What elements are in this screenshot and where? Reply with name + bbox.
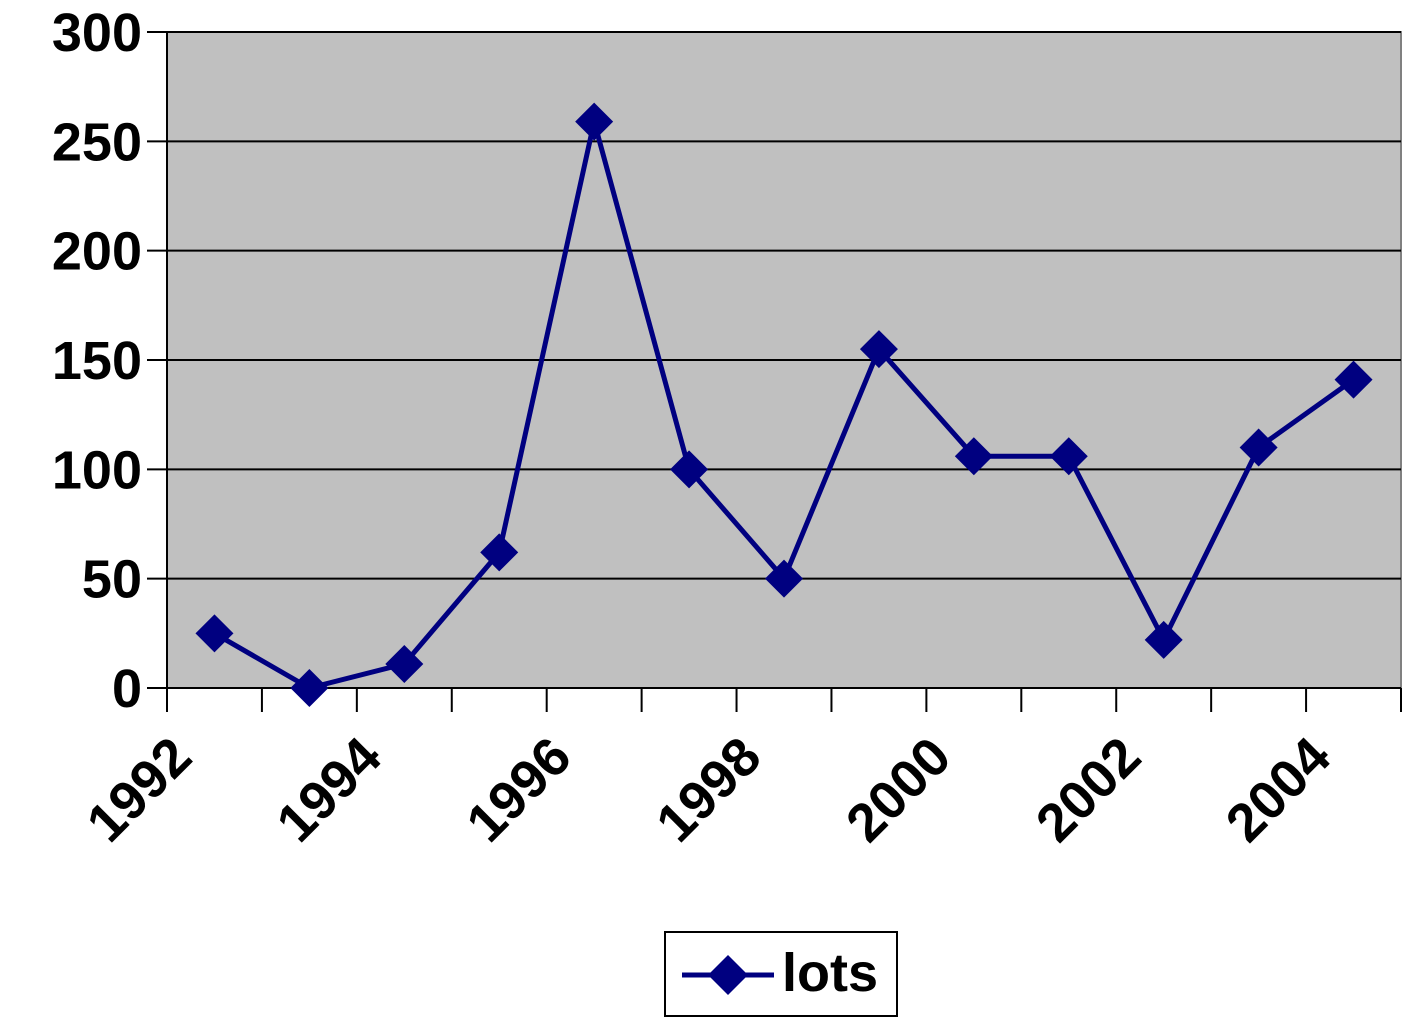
axes [147, 31, 1402, 712]
data-point [195, 614, 234, 653]
x-tick-label: 1996 [455, 726, 582, 853]
x-tick-label: 1992 [76, 726, 203, 853]
data-point [1144, 620, 1183, 659]
x-tick-label: 1994 [265, 726, 392, 853]
series-lots [195, 102, 1373, 707]
x-axis-tick-labels: 1992 1994 1996 1998 2000 2002 2004 [76, 726, 1342, 853]
data-point [385, 644, 424, 683]
x-tick-label: 2000 [835, 726, 962, 853]
y-axis-tick-labels: 0 50 100 150 200 250 300 [52, 3, 142, 719]
data-point [290, 669, 329, 707]
data-point [859, 330, 898, 369]
legend: lots [664, 931, 898, 1017]
y-tick-label: 300 [52, 3, 142, 63]
x-tick-label: 2004 [1215, 726, 1342, 853]
x-tick-label: 1998 [645, 726, 772, 853]
y-tick-label: 100 [52, 440, 142, 500]
data-point [954, 437, 993, 476]
data-point [575, 102, 614, 141]
data-point [1239, 428, 1278, 467]
y-tick-label: 0 [112, 659, 142, 719]
y-tick-label: 200 [52, 222, 142, 282]
data-point [765, 559, 803, 598]
legend-marker-icon [682, 955, 774, 995]
y-tick-label: 150 [52, 331, 142, 391]
y-tick-label: 250 [52, 112, 142, 172]
y-tick-label: 50 [82, 550, 142, 610]
data-point [670, 450, 709, 489]
data-point [1049, 437, 1088, 476]
x-tick-label: 2002 [1025, 726, 1152, 853]
legend-label-lots: lots [782, 943, 879, 1003]
data-point [1334, 360, 1373, 399]
data-point [480, 533, 519, 572]
